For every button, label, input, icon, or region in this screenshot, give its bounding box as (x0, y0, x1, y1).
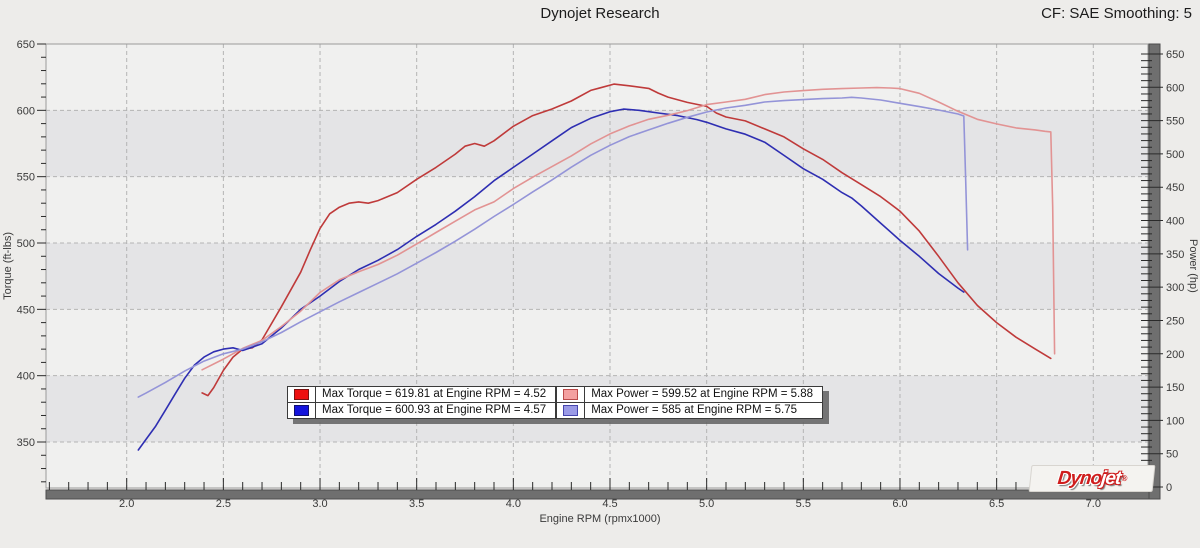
svg-text:550: 550 (1166, 116, 1184, 128)
svg-text:500: 500 (17, 238, 35, 250)
legend-row-torque-1: Max Torque = 619.81 at Engine RPM = 4.52 (287, 386, 557, 403)
legend-row-torque-2: Max Torque = 600.93 at Engine RPM = 4.57 (287, 402, 557, 419)
svg-text:650: 650 (1166, 49, 1184, 61)
svg-text:5.0: 5.0 (699, 498, 714, 510)
svg-text:400: 400 (17, 371, 35, 383)
svg-text:0: 0 (1166, 482, 1172, 494)
torque-axis-title: Torque (ft-lbs) (2, 232, 14, 300)
svg-text:400: 400 (1166, 216, 1184, 228)
svg-text:2.5: 2.5 (216, 498, 231, 510)
svg-text:450: 450 (1166, 182, 1184, 194)
svg-text:200: 200 (1166, 349, 1184, 361)
correction-smoothing-label: CF: SAE Smoothing: 5 (1041, 5, 1192, 22)
legend-torque-group: Max Torque = 619.81 at Engine RPM = 4.52… (287, 386, 557, 419)
max-torque-run1-label: Max Torque = 619.81 at Engine RPM = 4.52 (322, 388, 547, 400)
svg-text:6.0: 6.0 (892, 498, 907, 510)
svg-text:600: 600 (17, 105, 35, 117)
svg-text:350: 350 (1166, 249, 1184, 261)
registered-mark: ® (1120, 474, 1127, 483)
svg-text:500: 500 (1166, 149, 1184, 161)
svg-text:150: 150 (1166, 382, 1184, 394)
svg-text:3.5: 3.5 (409, 498, 424, 510)
max-torque-run2-label: Max Torque = 600.93 at Engine RPM = 4.57 (322, 404, 547, 416)
torque-run1-color-chip (294, 389, 309, 400)
svg-text:300: 300 (1166, 282, 1184, 294)
svg-text:350: 350 (17, 437, 35, 449)
svg-text:5.5: 5.5 (796, 498, 811, 510)
svg-text:7.0: 7.0 (1086, 498, 1101, 510)
legend[interactable]: Max Torque = 619.81 at Engine RPM = 4.52… (287, 386, 824, 419)
svg-text:4.0: 4.0 (506, 498, 521, 510)
power-run2-color-chip (563, 405, 579, 416)
svg-text:3.0: 3.0 (312, 498, 327, 510)
svg-text:550: 550 (17, 172, 35, 184)
page-title: Dynojet Research (540, 5, 660, 22)
svg-text:50: 50 (1166, 449, 1178, 461)
svg-text:650: 650 (17, 39, 35, 51)
rpm-axis-title: Engine RPM (rpmx1000) (539, 513, 661, 525)
svg-text:4.5: 4.5 (602, 498, 617, 510)
dynojet-logo: Dyno jet ® (1028, 465, 1156, 492)
legend-row-power-1: Max Power = 599.52 at Engine RPM = 5.88 (556, 386, 824, 403)
svg-text:600: 600 (1166, 82, 1184, 94)
power-run1-color-chip (563, 389, 579, 400)
svg-text:450: 450 (17, 304, 35, 316)
svg-text:6.5: 6.5 (989, 498, 1004, 510)
svg-text:100: 100 (1166, 415, 1184, 427)
max-power-run2-label: Max Power = 585 at Engine RPM = 5.75 (591, 404, 798, 416)
svg-text:2.0: 2.0 (119, 498, 134, 510)
svg-text:250: 250 (1166, 315, 1184, 327)
legend-power-group: Max Power = 599.52 at Engine RPM = 5.88 … (556, 386, 824, 419)
power-axis-title: Power (hp) (1187, 239, 1199, 293)
max-power-run1-label: Max Power = 599.52 at Engine RPM = 5.88 (591, 388, 814, 400)
torque-run2-color-chip (294, 405, 309, 416)
legend-row-power-2: Max Power = 585 at Engine RPM = 5.75 (556, 402, 824, 419)
